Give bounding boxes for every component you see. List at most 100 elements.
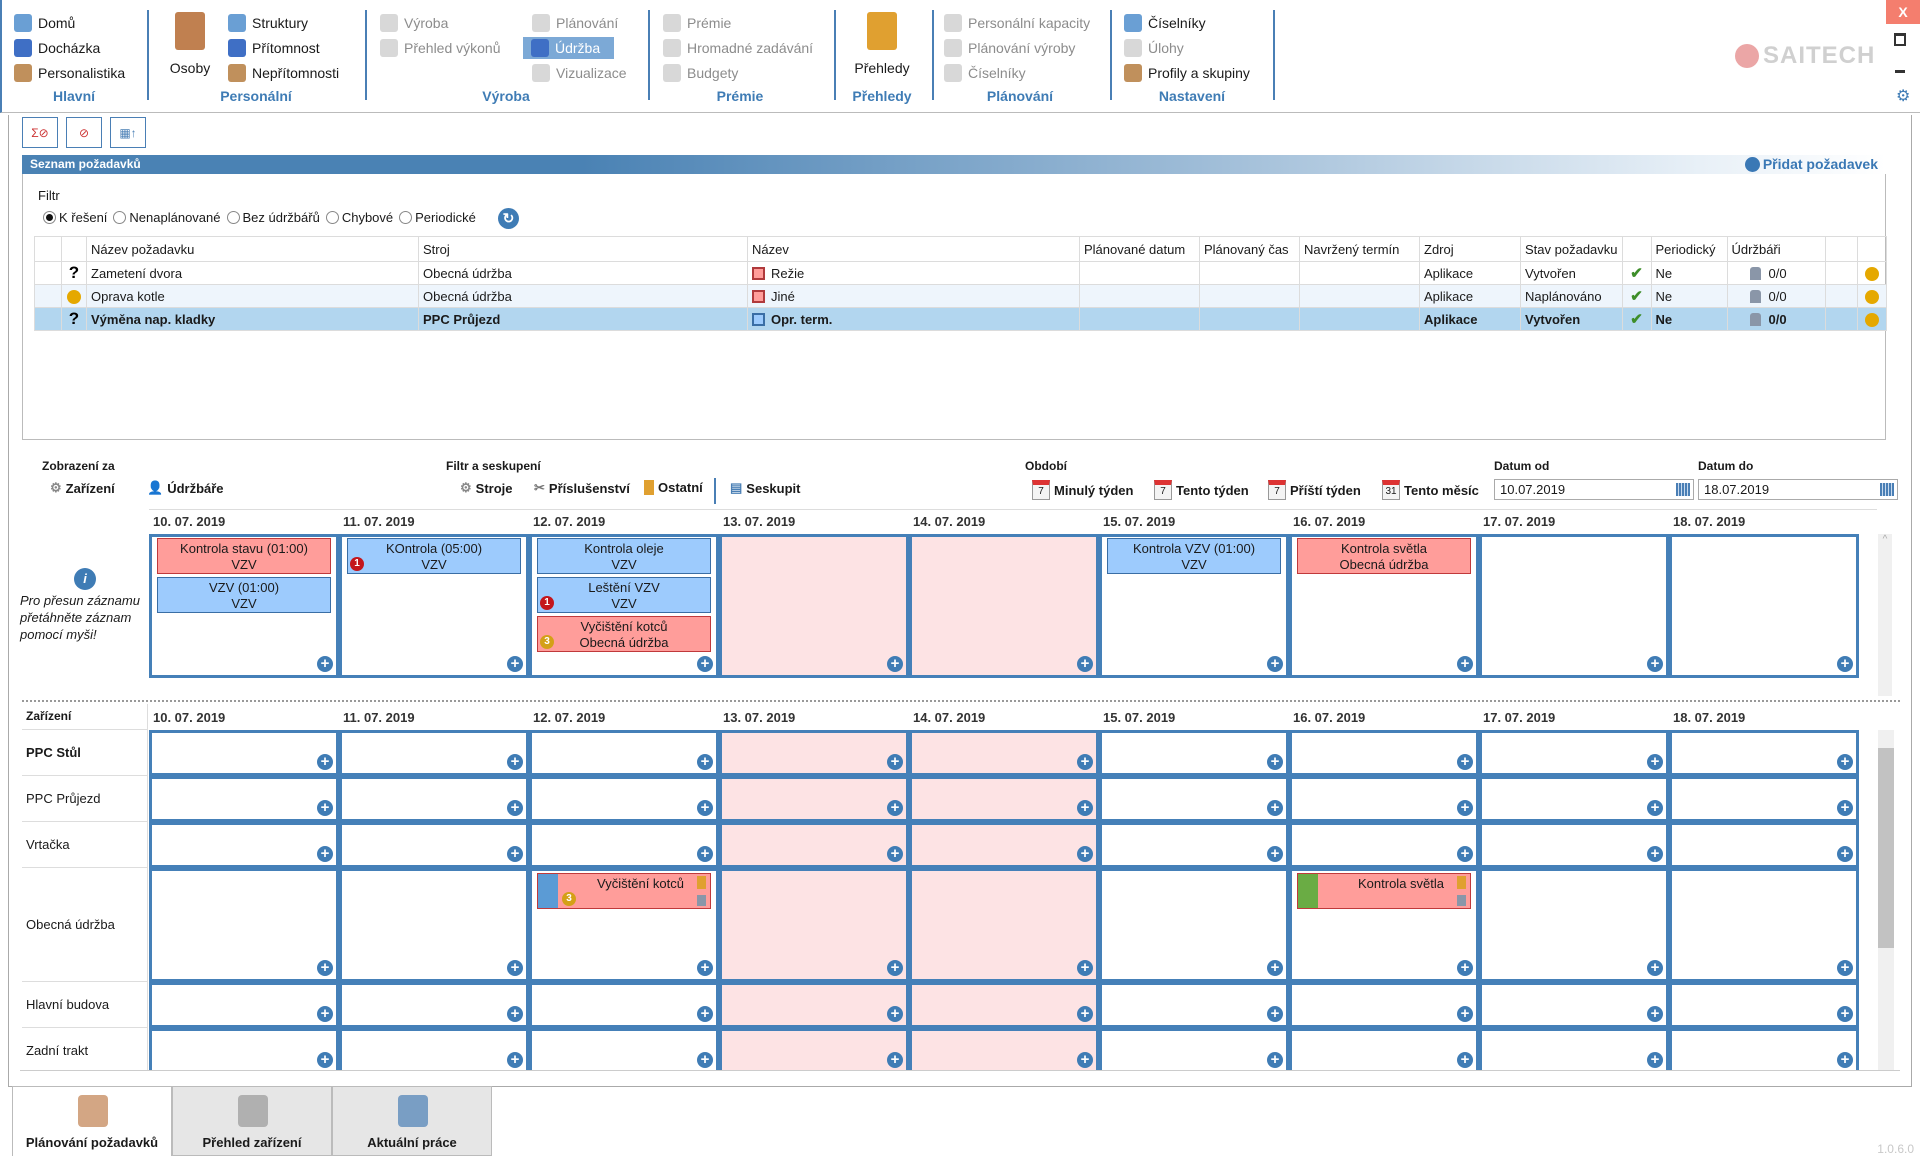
resource-day-cell[interactable]: + <box>1289 822 1479 868</box>
add-event-button[interactable]: + <box>1647 960 1663 976</box>
resource-day-cell[interactable]: + <box>719 776 909 822</box>
splitter[interactable] <box>22 700 1900 703</box>
resource-day-cell[interactable]: + <box>1099 868 1289 982</box>
resource-day-cell[interactable]: + <box>909 730 1099 776</box>
scheduled-event[interactable]: VZV (01:00) VZV <box>157 577 331 613</box>
resource-day-cell[interactable]: + <box>1669 1028 1859 1070</box>
period-button[interactable]: 7 Tento týden <box>1154 480 1249 500</box>
ribbon-item[interactable]: Výroba <box>380 12 448 34</box>
resource-day-cell[interactable]: + <box>339 1028 529 1070</box>
tab-2[interactable]: Aktuální práce <box>332 1086 492 1156</box>
column-header[interactable]: Stroj <box>418 236 748 262</box>
resource-day-cell[interactable]: + <box>1669 822 1859 868</box>
scheduled-event[interactable]: Kontrola stavu (01:00) VZV <box>157 538 331 574</box>
resource-day-cell[interactable]: + <box>1479 868 1669 982</box>
add-event-button[interactable]: + <box>1077 1006 1093 1022</box>
add-event-button[interactable]: + <box>317 1006 333 1022</box>
resource-day-cell[interactable]: + <box>1099 822 1289 868</box>
cancel-plan-button[interactable]: ⊘ <box>66 117 102 148</box>
row-selector[interactable] <box>34 307 62 331</box>
resource-day-cell[interactable]: + <box>339 868 529 982</box>
period-button[interactable]: 7 Příští týden <box>1268 480 1361 500</box>
resource-day-cell[interactable]: + <box>719 868 909 982</box>
add-event-button[interactable]: + <box>1267 1006 1283 1022</box>
ribbon-item[interactable]: Údržba <box>523 37 615 59</box>
add-event-button[interactable]: + <box>697 960 713 976</box>
add-event-button[interactable]: + <box>1647 800 1663 816</box>
filter-radio[interactable]: Chybové <box>325 210 393 225</box>
add-event-button[interactable]: + <box>507 800 523 816</box>
add-event-button[interactable]: + <box>1837 960 1853 976</box>
add-event-button[interactable]: + <box>1457 846 1473 862</box>
ribbon-item[interactable]: Plánování <box>532 12 618 34</box>
add-event-button[interactable]: + <box>507 960 523 976</box>
resource-day-cell[interactable]: + <box>339 822 529 868</box>
resource-day-cell[interactable]: + <box>149 1028 339 1070</box>
ribbon-big-button-4[interactable]: Přehledy <box>852 12 912 76</box>
resource-day-cell[interactable]: + <box>339 982 529 1028</box>
resource-day-cell[interactable]: + <box>1669 730 1859 776</box>
add-event-button[interactable]: + <box>317 754 333 770</box>
add-event-button[interactable]: + <box>887 960 903 976</box>
add-event-button[interactable]: + <box>1837 656 1853 672</box>
resource-day-cell[interactable]: + <box>1289 730 1479 776</box>
add-event-button[interactable]: + <box>1457 960 1473 976</box>
resource-day-cell[interactable]: + <box>719 1028 909 1070</box>
add-event-button[interactable]: + <box>697 1052 713 1068</box>
resource-day-cell[interactable]: + <box>529 776 719 822</box>
filter-accessories-button[interactable]: ✂ Příslušenství <box>534 480 630 496</box>
resource-day-cell[interactable]: + <box>1099 1028 1289 1070</box>
add-event-button[interactable]: + <box>887 656 903 672</box>
resource-day-cell[interactable]: + <box>1099 730 1289 776</box>
edit-cell[interactable] <box>1856 261 1887 285</box>
resource-day-cell[interactable]: + <box>339 730 529 776</box>
resource-day-cell[interactable]: + <box>149 776 339 822</box>
add-event-button[interactable]: + <box>317 1052 333 1068</box>
resource-day-cell[interactable]: + <box>1289 982 1479 1028</box>
add-event-button[interactable]: + <box>697 754 713 770</box>
edit-icon[interactable] <box>1864 289 1879 304</box>
resource-day-cell[interactable]: + <box>719 730 909 776</box>
resource-day-cell[interactable]: + <box>1479 982 1669 1028</box>
ribbon-item[interactable]: Hromadné zadávání <box>663 37 813 59</box>
filter-other-button[interactable]: Ostatní <box>644 480 703 495</box>
restore-icon[interactable] <box>1894 33 1906 46</box>
resource-day-cell[interactable]: + <box>1289 1028 1479 1070</box>
radio-button[interactable] <box>113 211 127 224</box>
column-header[interactable]: Údržbáři <box>1726 236 1826 262</box>
add-event-button[interactable]: + <box>1077 656 1093 672</box>
resource-day-cell[interactable]: + <box>909 822 1099 868</box>
add-request-button[interactable]: Přidat požadavek <box>1744 156 1878 172</box>
resource-day-cell[interactable]: + <box>719 982 909 1028</box>
scheduled-event[interactable]: Vyčištění kotců Obecná údržba 3 <box>537 616 711 652</box>
ribbon-item[interactable]: Budgety <box>663 62 738 84</box>
close-button[interactable]: X <box>1886 0 1920 24</box>
add-event-button[interactable]: + <box>1267 656 1283 672</box>
ribbon-item[interactable]: Úlohy <box>1124 37 1184 59</box>
resource-day-cell[interactable]: + <box>339 776 529 822</box>
edit-icon[interactable] <box>1864 266 1879 281</box>
resource-day-cell[interactable]: + <box>909 982 1099 1028</box>
sum-cancel-button[interactable]: Σ⊘ <box>22 117 58 148</box>
minimize-icon[interactable] <box>1895 70 1905 73</box>
add-event-button[interactable]: + <box>1457 754 1473 770</box>
add-event-button[interactable]: + <box>1837 754 1853 770</box>
resource-day-cell[interactable]: + <box>529 730 719 776</box>
add-event-button[interactable]: + <box>1267 1052 1283 1068</box>
add-event-button[interactable]: + <box>1457 1006 1473 1022</box>
resource-day-cell[interactable]: + <box>1479 776 1669 822</box>
column-header[interactable] <box>1621 236 1652 262</box>
add-event-button[interactable]: + <box>1077 960 1093 976</box>
ribbon-item[interactable]: Přehled výkonů <box>380 37 501 59</box>
add-event-button[interactable]: + <box>887 1006 903 1022</box>
filter-radio[interactable]: Bez údržbářů <box>226 210 320 225</box>
resource-event[interactable]: Vyčištění kotců 3 <box>537 873 711 909</box>
resource-day-cell[interactable]: + <box>1099 776 1289 822</box>
filter-radio[interactable]: Nenaplánované <box>113 210 221 225</box>
tab-1[interactable]: Přehled zařízení <box>172 1086 332 1156</box>
add-event-button[interactable]: + <box>507 656 523 672</box>
ribbon-item[interactable]: Nepřítomnosti <box>228 62 339 84</box>
add-event-button[interactable]: + <box>1837 1006 1853 1022</box>
add-event-button[interactable]: + <box>317 656 333 672</box>
period-button[interactable]: 31 Tento měsíc <box>1382 480 1479 500</box>
